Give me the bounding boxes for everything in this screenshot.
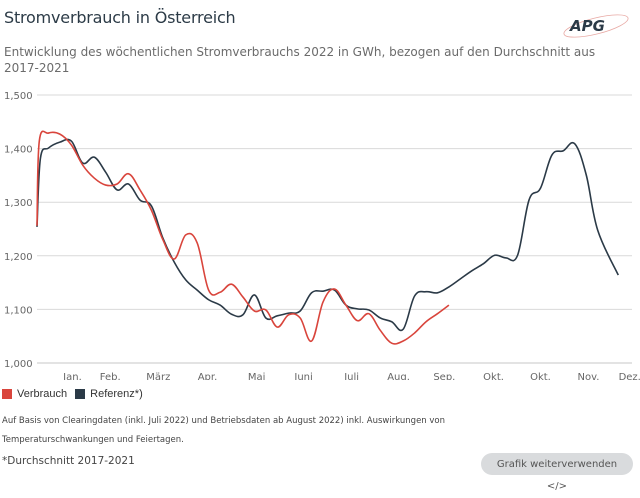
legend-label-verbrauch: Verbrauch [17,388,68,400]
series-lines [36,130,619,345]
y-axis-ticks: 1,000 1,100 1,200 1,300 1,400 1,500 [4,91,33,370]
x-axis-ticks: Jan. Feb. März Apr. Mai Juni Juli Aug. Sep. Okt. O… [62,372,640,380]
legend-label-referenz: Referenz*) [90,388,143,400]
logo-text: APG [569,17,605,35]
y-tick-label: 1,400 [4,145,33,156]
x-tick-label: März [146,372,170,380]
y-tick-label: 1,200 [4,252,33,263]
legend: Verbrauch Referenz*) [2,388,151,400]
y-tick-label: 1,500 [4,91,33,102]
apg-logo: APG [563,14,629,38]
x-tick-label: Juni [293,372,312,380]
y-tick-label: 1,100 [4,305,33,316]
x-tick-label: Jan. [62,372,82,380]
logo-swoosh-icon [563,14,629,38]
x-tick-label: Feb. [100,372,121,380]
x-tick-label: Dez. [619,372,640,380]
reuse-graphic-button[interactable]: Grafik weiterverwenden </> [481,453,633,492]
x-tick-label: Sep. [433,372,455,380]
y-tick-label: 1,000 [4,359,33,370]
legend-swatch-verbrauch [2,389,12,399]
x-tick-label: Okt. [530,372,551,380]
x-tick-label: Aug. [387,372,410,380]
gridlines [37,94,632,364]
x-tick-label: Okt. [483,372,504,380]
y-tick-label: 1,300 [4,198,33,209]
series-line-verbrauch[interactable] [36,130,450,345]
source-note-line2: Temperaturschwankungen und Feiertagen. [2,435,184,445]
x-tick-label: Apr. [198,372,218,380]
page-title: Stromverbrauch in Österreich [4,8,236,27]
series-line-referenz[interactable] [36,138,619,332]
x-tick-label: Juli [343,372,359,380]
x-tick-label: Nov. [578,372,600,380]
legend-swatch-referenz [75,389,86,399]
legend-item-referenz[interactable]: Referenz*) [75,388,143,400]
line-chart: 1,000 1,100 1,200 1,300 1,400 1,500 Jan. Feb. M… [4,91,640,380]
x-tick-label: Mai [248,372,266,380]
footnote: *Durchschnitt 2017-2021 [2,455,135,467]
source-note-line1: Auf Basis von Clearingdaten (inkl. Juli … [2,416,446,426]
legend-item-verbrauch[interactable]: Verbrauch [2,388,67,400]
page-subtitle: Entwicklung des wöchentlichen Stromverbr… [4,45,596,75]
